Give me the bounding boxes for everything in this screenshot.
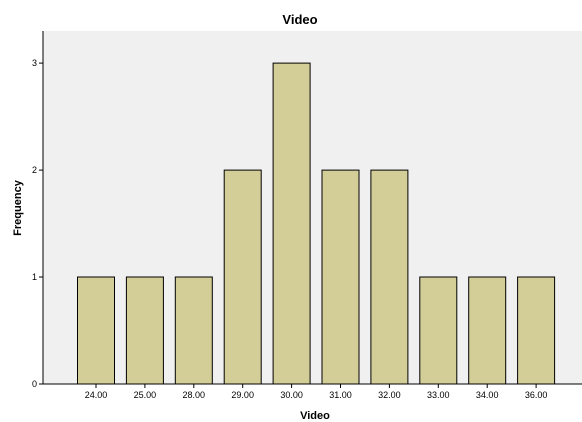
bar-30.00 [272, 62, 311, 385]
x-tick-label: 30.00 [280, 390, 303, 400]
x-tick-label: 33.00 [427, 390, 450, 400]
bar-36.00 [517, 276, 556, 385]
y-ticks-group: 0 1 2 3 [32, 58, 43, 389]
y-tick-label: 3 [32, 58, 37, 68]
chart-title: Video [282, 12, 317, 27]
x-axis-label: Video [300, 410, 330, 422]
y-tick-label: 1 [32, 272, 37, 282]
x-tick-label: 32.00 [378, 390, 401, 400]
x-tick-label: 34.00 [476, 390, 499, 400]
bar-33.00 [419, 276, 458, 385]
bars-group [77, 62, 556, 385]
x-tick-label: 31.00 [329, 390, 352, 400]
bar-29.00 [223, 169, 262, 385]
x-ticks-group: 24.00 25.00 28.00 29.00 30.00 31.00 32.00 33.00… [85, 384, 548, 400]
bar-32.00 [370, 169, 409, 385]
x-tick-label: 28.00 [183, 390, 206, 400]
y-tick-label: 0 [32, 379, 37, 389]
bar-28.00 [174, 276, 213, 385]
bar-31.00 [321, 169, 360, 385]
x-tick-label: 24.00 [85, 390, 108, 400]
x-tick-label: 25.00 [134, 390, 157, 400]
x-tick-label: 29.00 [231, 390, 254, 400]
bar-34.00 [468, 276, 507, 385]
y-tick-label: 2 [32, 165, 37, 175]
x-tick-label: 36.00 [525, 390, 548, 400]
bar-25.00 [125, 276, 164, 385]
bar-24.00 [77, 276, 115, 385]
y-axis-label: Frequency [12, 179, 24, 236]
